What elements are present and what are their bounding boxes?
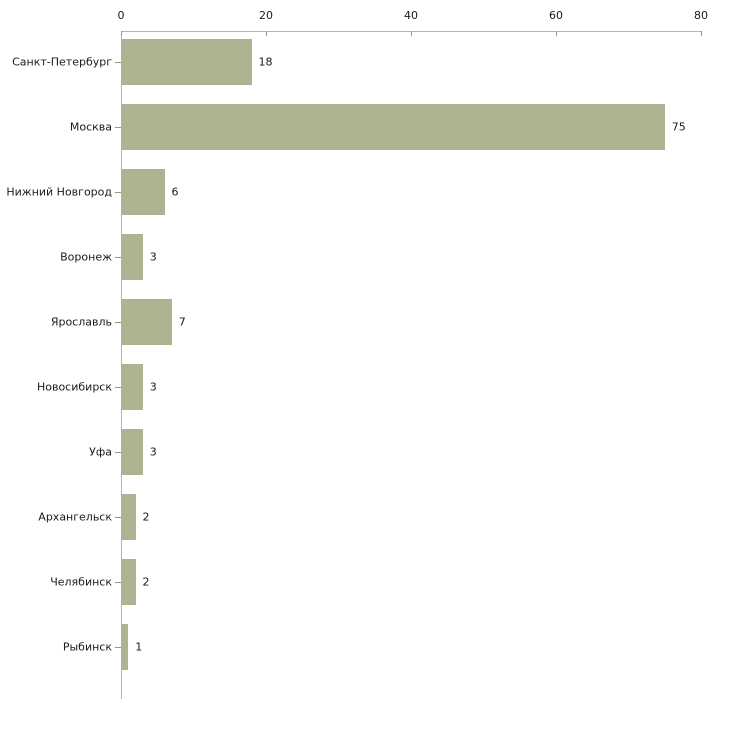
bar[interactable]	[121, 494, 136, 540]
bar-value-label: 6	[171, 185, 179, 199]
y-axis-tick	[115, 582, 121, 583]
y-axis-category-label: Нижний Новгород	[6, 185, 112, 199]
bar-value-label: 3	[149, 250, 157, 264]
y-axis-tick	[115, 517, 121, 518]
y-axis-category-label: Санкт-Петербург	[12, 55, 112, 69]
bar-value-label: 7	[178, 315, 186, 329]
bar[interactable]	[121, 299, 172, 345]
bar[interactable]	[121, 429, 143, 475]
y-axis-category-label: Рыбинск	[62, 640, 112, 654]
bar-value-label: 18	[258, 55, 273, 69]
bar-value-label: 3	[149, 380, 157, 394]
y-axis-category-label: Новосибирск	[36, 380, 112, 394]
bar[interactable]	[121, 104, 665, 150]
x-axis-tick-label: 40	[404, 9, 418, 22]
x-axis-tick-label: 80	[694, 9, 708, 22]
y-axis-category-label: Ярославль	[50, 315, 112, 329]
bar[interactable]	[121, 559, 136, 605]
y-axis-tick	[115, 647, 121, 648]
y-axis-category-label: Воронеж	[60, 250, 112, 264]
y-axis-tick	[115, 322, 121, 323]
bar-value-label: 2	[142, 575, 150, 589]
y-axis-tick	[115, 127, 121, 128]
y-axis-category-label: Москва	[69, 120, 112, 134]
bar[interactable]	[121, 169, 165, 215]
x-axis-tick	[266, 31, 267, 36]
y-axis-tick	[115, 452, 121, 453]
x-axis-tick	[701, 31, 702, 36]
bar[interactable]	[121, 39, 252, 85]
y-axis-tick	[115, 387, 121, 388]
bar[interactable]	[121, 624, 129, 670]
x-axis-tick	[121, 31, 122, 36]
bar-value-label: 3	[149, 445, 157, 459]
y-axis-tick	[115, 192, 121, 193]
bar-value-label: 2	[142, 510, 150, 524]
bar[interactable]	[121, 234, 143, 280]
x-axis-tick	[411, 31, 412, 36]
y-axis-tick	[115, 257, 121, 258]
y-axis-tick	[115, 62, 121, 63]
y-axis-category-label: Челябинск	[50, 575, 112, 589]
x-axis-tick	[556, 31, 557, 36]
bar[interactable]	[121, 364, 143, 410]
y-axis-category-label: Уфа	[89, 445, 112, 459]
x-axis-tick-label: 0	[117, 9, 125, 22]
bar-value-label: 75	[671, 120, 686, 134]
x-axis-tick-label: 60	[549, 9, 563, 22]
bar-value-label: 1	[135, 640, 143, 654]
x-axis-tick-label: 20	[259, 9, 273, 22]
y-axis-category-label: Архангельск	[38, 510, 112, 524]
